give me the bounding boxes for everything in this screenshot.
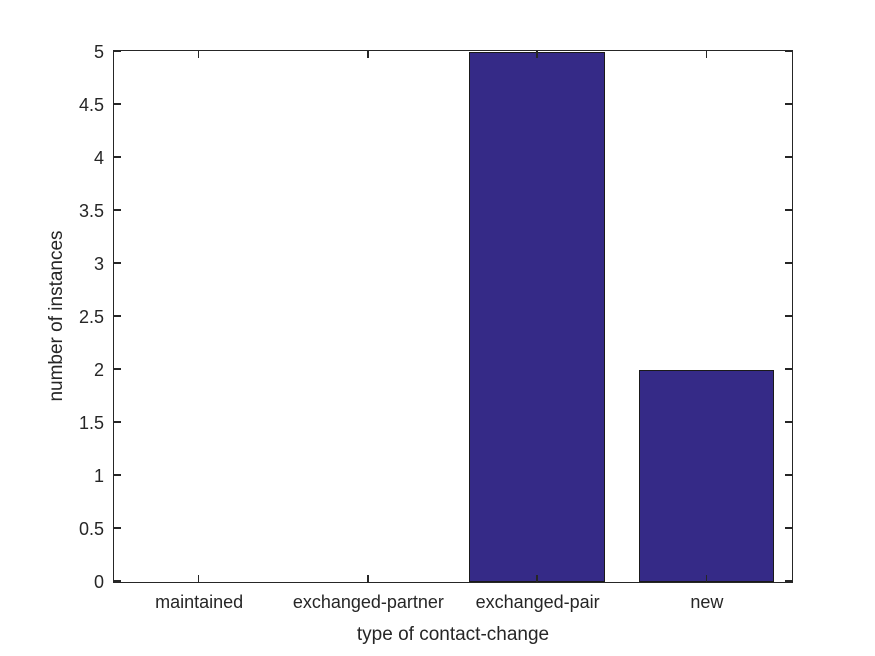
y-tick-right-4 [785, 156, 792, 158]
x-tick-top-new [705, 51, 708, 58]
y-tick-left-2 [114, 368, 121, 370]
plot-area [113, 50, 793, 583]
y-tick-label-1.5: 1.5 [78, 412, 104, 433]
y-tick-label-5: 5 [93, 41, 104, 62]
x-tick-bottom-exchanged-partner [367, 575, 369, 582]
y-tick-right-3.5 [785, 209, 792, 211]
y-tick-left-3 [114, 262, 121, 264]
y-tick-label-3.5: 3.5 [78, 200, 104, 221]
y-tick-right-4.5 [785, 103, 792, 105]
y-tick-left-4 [114, 156, 121, 158]
y-tick-right-0.5 [785, 527, 792, 529]
y-tick-right-2 [785, 368, 792, 370]
y-tick-label-4: 4 [93, 147, 104, 168]
y-tick-right-1.5 [785, 421, 792, 423]
x-tick-bottom-new [705, 575, 708, 582]
y-tick-left-5 [114, 50, 121, 52]
x-tick-label-exchanged-partner: exchanged-partner [292, 592, 444, 612]
x-axis-label: type of contact-change [356, 624, 550, 645]
y-tick-left-4.5 [114, 103, 121, 105]
y-tick-left-0.5 [114, 527, 121, 529]
y-tick-right-0 [785, 580, 792, 582]
y-tick-left-1.5 [114, 421, 121, 423]
y-tick-label-4.5: 4.5 [78, 94, 104, 115]
x-tick-bottom-exchanged-pair [536, 575, 538, 582]
x-tick-top-exchanged-partner [367, 51, 369, 58]
x-tick-label-maintained: maintained [155, 592, 244, 612]
bar-new [638, 370, 775, 582]
y-tick-label-0: 0 [93, 571, 104, 592]
y-tick-left-3.5 [114, 209, 121, 211]
y-tick-label-2: 2 [93, 359, 104, 380]
y-tick-label-0.5: 0.5 [78, 518, 104, 539]
y-tick-right-5 [785, 50, 792, 52]
bar-exchanged-pair [469, 52, 605, 582]
x-tick-top-exchanged-pair [536, 51, 538, 58]
x-tick-label-new: new [690, 592, 724, 612]
y-tick-right-2.5 [785, 315, 792, 317]
x-tick-top-maintained [197, 51, 200, 58]
y-tick-left-0 [114, 580, 121, 582]
x-tick-label-exchanged-pair: exchanged-pair [475, 592, 600, 612]
y-tick-label-1: 1 [93, 465, 104, 486]
x-tick-bottom-maintained [197, 575, 200, 582]
y-tick-label-2.5: 2.5 [78, 306, 104, 327]
y-tick-label-3: 3 [93, 253, 104, 274]
y-tick-right-1 [785, 474, 792, 476]
y-tick-left-1 [114, 474, 121, 476]
y-tick-left-2.5 [114, 315, 121, 317]
y-tick-right-3 [785, 262, 792, 264]
